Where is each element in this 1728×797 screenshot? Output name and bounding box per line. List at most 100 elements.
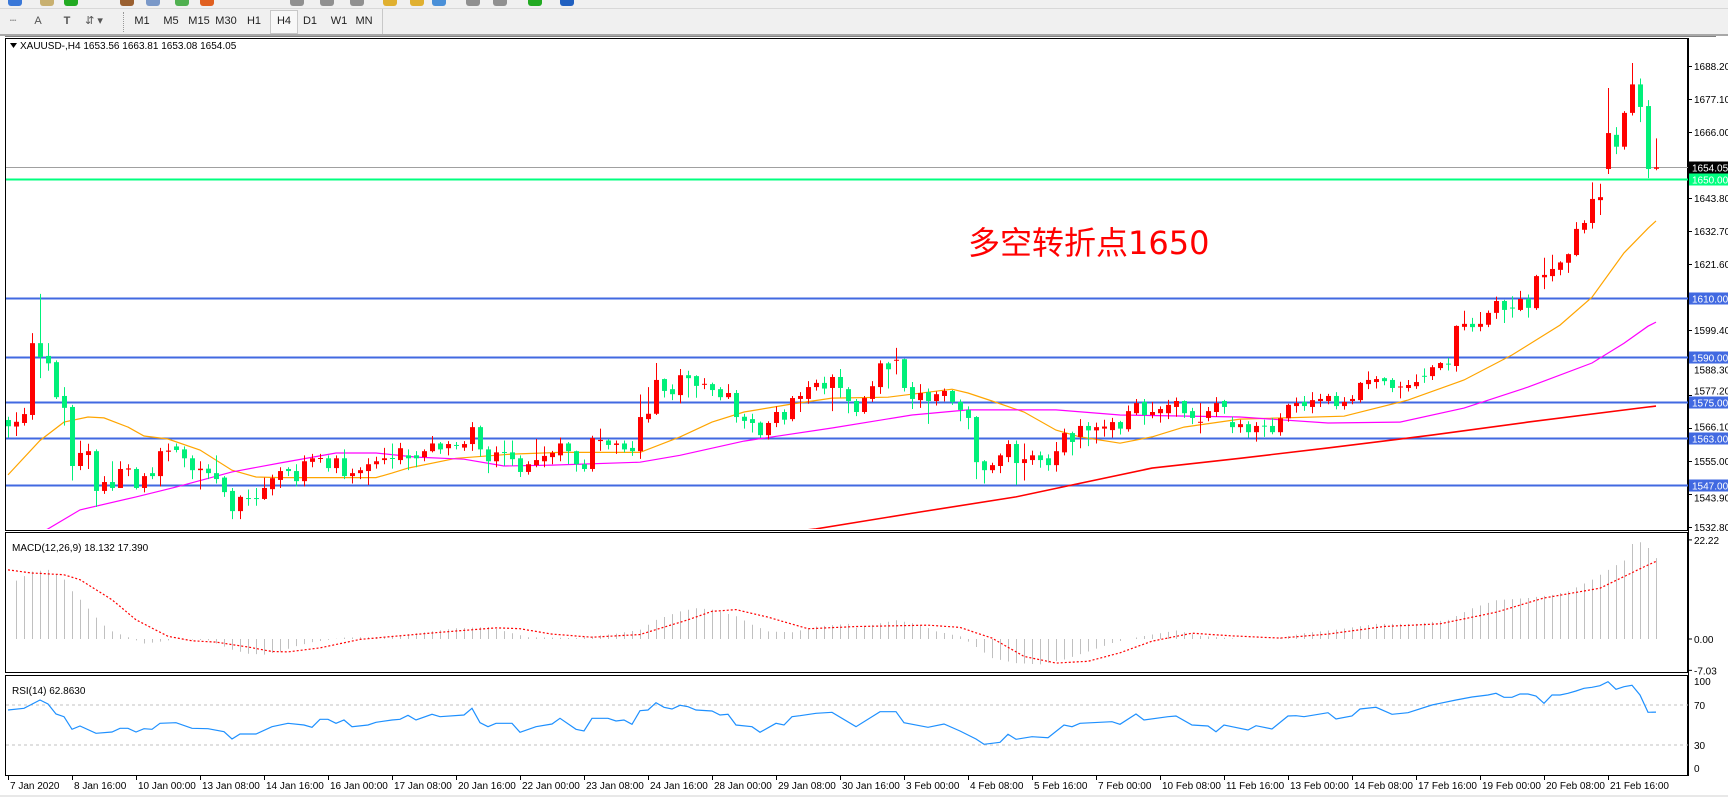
toolbar-icon[interactable] xyxy=(493,0,507,6)
toolbar-icon[interactable] xyxy=(290,0,304,6)
candle-body xyxy=(1638,84,1643,107)
candle-body xyxy=(1526,298,1531,308)
candle-body xyxy=(614,443,619,445)
arrows-dropdown-icon[interactable]: ⇵ ▾ xyxy=(85,15,103,27)
candle-bullish xyxy=(102,476,107,494)
time-tick-label: 22 Jan 00:00 xyxy=(522,781,580,792)
candle-bullish xyxy=(1398,381,1403,399)
level-label-bg xyxy=(1689,173,1728,186)
price-axis: 1688.20 1677.10 1666.00 1643.80 1632.70 1621.… xyxy=(1688,38,1728,776)
candle-bullish xyxy=(862,395,867,414)
time-tick-label: 17 Feb 16:00 xyxy=(1418,781,1477,792)
toolbar-icon[interactable] xyxy=(120,0,134,6)
time-tick-label: 7 Jan 2020 xyxy=(10,781,60,792)
macd-tick-label: 22.22 xyxy=(1694,536,1719,547)
timeframe-h4[interactable]: H4 xyxy=(270,10,298,34)
candle-body xyxy=(1470,323,1475,328)
level-label-bg xyxy=(1689,161,1728,174)
candle-body xyxy=(1182,401,1187,414)
candle-bullish xyxy=(1374,376,1379,389)
candle-bearish xyxy=(710,382,715,396)
toolbar-icon[interactable] xyxy=(200,0,214,6)
candle-body xyxy=(1302,401,1307,407)
candle-bullish xyxy=(1166,399,1171,420)
candle-body xyxy=(62,395,67,408)
timeframe-h1[interactable]: H1 xyxy=(246,15,262,27)
candle-bearish xyxy=(1502,299,1507,323)
toolbar-icon[interactable] xyxy=(175,0,189,6)
candle-body xyxy=(670,389,675,395)
candle-body xyxy=(1342,401,1347,407)
candle-body xyxy=(1238,424,1243,428)
candle-bearish xyxy=(902,358,907,392)
candle-body xyxy=(198,468,203,471)
candle-bullish xyxy=(598,428,603,451)
search-icon[interactable] xyxy=(40,0,54,6)
candle-body xyxy=(1102,426,1107,429)
candle-body xyxy=(622,443,627,450)
candle-bullish xyxy=(1550,254,1555,282)
time-tick-label: 7 Feb 00:00 xyxy=(1098,781,1152,792)
time-tick-label: 8 Jan 16:00 xyxy=(74,781,127,792)
timeframe-mn[interactable]: MN xyxy=(355,15,373,27)
candle-bearish xyxy=(630,441,635,456)
candle-bullish xyxy=(1654,138,1659,171)
candle-body xyxy=(806,387,811,399)
toolbar-icon[interactable] xyxy=(466,0,480,6)
period-separator-icon[interactable]: ┄ xyxy=(9,15,17,27)
candle-bearish xyxy=(254,487,259,506)
candle-bullish xyxy=(1582,220,1587,234)
candle-body xyxy=(534,460,539,466)
candle-bullish xyxy=(1606,87,1611,175)
toolbar-icon[interactable] xyxy=(383,0,397,6)
candle-bearish xyxy=(406,449,411,471)
candle-body xyxy=(470,427,475,445)
candle-body xyxy=(1574,228,1579,256)
candle-bullish xyxy=(14,412,19,437)
candle-body xyxy=(1158,409,1163,414)
text-tool-icon[interactable]: A xyxy=(34,15,42,27)
text-label-icon[interactable]: T xyxy=(63,15,71,27)
zoom-in-icon[interactable] xyxy=(528,0,542,6)
candle-body xyxy=(1254,425,1259,433)
time-tick-label: 14 Feb 08:00 xyxy=(1354,781,1413,792)
toolbar-icon[interactable] xyxy=(8,0,22,6)
candle-bullish xyxy=(22,407,27,426)
candle-body xyxy=(926,392,931,402)
timeframe-m1[interactable]: M1 xyxy=(134,15,150,27)
candle-body xyxy=(950,390,955,402)
candle-body xyxy=(118,468,123,488)
collapse-triangle-icon[interactable] xyxy=(10,43,17,48)
timeframe-m5[interactable]: M5 xyxy=(163,15,179,27)
candle-body xyxy=(78,452,83,467)
toolbar-icon[interactable] xyxy=(432,0,446,6)
candle-body xyxy=(1134,403,1139,414)
candle-body xyxy=(1262,425,1267,427)
add-icon[interactable] xyxy=(64,0,78,6)
toolbar-icon[interactable] xyxy=(410,0,424,6)
toolbar-icon[interactable] xyxy=(146,0,160,6)
candle-bullish xyxy=(702,378,707,390)
candle-bearish xyxy=(718,387,723,401)
timeframe-m30[interactable]: M30 xyxy=(215,15,237,27)
toolbar-icon[interactable] xyxy=(320,0,334,6)
toolbar-icon[interactable] xyxy=(560,0,574,6)
timeframe-w1[interactable]: W1 xyxy=(330,15,348,27)
timeframe-d1[interactable]: D1 xyxy=(302,15,318,27)
candle-body xyxy=(1606,133,1611,169)
candle-bullish xyxy=(678,368,683,404)
candle-bullish xyxy=(654,363,659,415)
candle-body xyxy=(830,376,835,388)
toolbar-icon[interactable] xyxy=(350,0,364,6)
timeframe-m15[interactable]: M15 xyxy=(188,15,210,27)
candle-body xyxy=(1174,401,1179,407)
candle-bullish xyxy=(366,458,371,485)
candle-bearish xyxy=(286,467,291,477)
candle-body xyxy=(598,439,603,442)
candle-bullish xyxy=(990,462,995,474)
candle-body xyxy=(238,496,243,512)
candle-body xyxy=(566,443,571,452)
candle-bullish xyxy=(334,455,339,474)
main-toolbar xyxy=(0,0,1728,9)
